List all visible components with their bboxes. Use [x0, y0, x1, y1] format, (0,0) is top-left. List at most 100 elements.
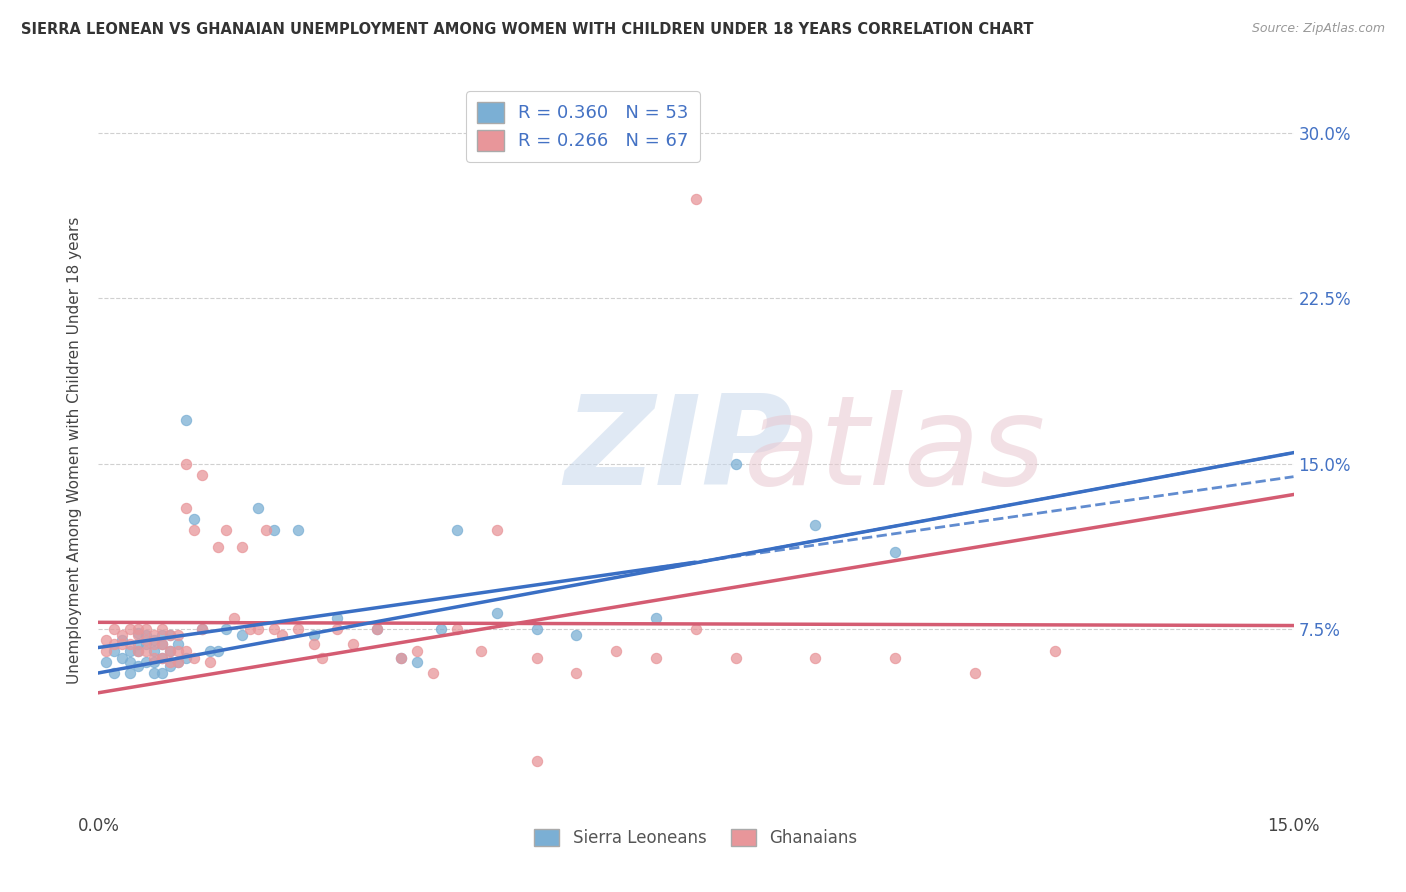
- Point: [302, 628, 325, 642]
- Point: [406, 644, 429, 658]
- Point: [645, 650, 668, 665]
- Point: [406, 655, 429, 669]
- Point: [159, 644, 181, 658]
- Point: [150, 637, 173, 651]
- Point: [191, 622, 214, 636]
- Point: [135, 644, 157, 658]
- Point: [287, 622, 309, 636]
- Point: [167, 655, 190, 669]
- Point: [302, 637, 325, 651]
- Point: [239, 622, 262, 636]
- Point: [246, 500, 269, 515]
- Y-axis label: Unemployment Among Women with Children Under 18 years: Unemployment Among Women with Children U…: [67, 217, 83, 684]
- Point: [159, 655, 181, 669]
- Point: [167, 637, 190, 651]
- Point: [143, 650, 166, 665]
- Point: [135, 632, 157, 647]
- Point: [183, 650, 205, 665]
- Point: [143, 644, 166, 658]
- Point: [183, 523, 205, 537]
- Point: [96, 644, 118, 658]
- Point: [135, 655, 157, 669]
- Point: [135, 622, 157, 636]
- Point: [207, 644, 229, 658]
- Point: [207, 541, 229, 555]
- Point: [191, 622, 214, 636]
- Point: [366, 622, 388, 636]
- Point: [446, 523, 468, 537]
- Point: [470, 644, 492, 658]
- Text: Source: ZipAtlas.com: Source: ZipAtlas.com: [1251, 22, 1385, 36]
- Point: [1043, 644, 1066, 658]
- Point: [127, 622, 149, 636]
- Point: [174, 644, 197, 658]
- Point: [254, 523, 277, 537]
- Point: [263, 523, 285, 537]
- Point: [120, 665, 142, 680]
- Point: [191, 467, 214, 482]
- Point: [422, 665, 444, 680]
- Point: [103, 665, 125, 680]
- Point: [96, 655, 118, 669]
- Point: [565, 628, 588, 642]
- Point: [326, 611, 349, 625]
- Point: [143, 637, 166, 651]
- Point: [430, 622, 453, 636]
- Point: [326, 622, 349, 636]
- Point: [96, 632, 118, 647]
- Point: [167, 655, 190, 669]
- Point: [111, 628, 134, 642]
- Point: [167, 628, 190, 642]
- Point: [174, 457, 197, 471]
- Point: [127, 644, 149, 658]
- Point: [645, 611, 668, 625]
- Point: [127, 644, 149, 658]
- Point: [198, 644, 221, 658]
- Point: [198, 655, 221, 669]
- Point: [159, 659, 181, 673]
- Point: [120, 644, 142, 658]
- Point: [150, 650, 173, 665]
- Point: [605, 644, 627, 658]
- Point: [143, 655, 166, 669]
- Point: [287, 523, 309, 537]
- Point: [150, 637, 173, 651]
- Point: [215, 622, 238, 636]
- Point: [215, 523, 238, 537]
- Point: [150, 665, 173, 680]
- Point: [565, 665, 588, 680]
- Point: [884, 545, 907, 559]
- Point: [111, 632, 134, 647]
- Point: [120, 637, 142, 651]
- Point: [174, 412, 197, 426]
- Text: ZIP: ZIP: [565, 390, 793, 511]
- Point: [120, 622, 142, 636]
- Point: [446, 622, 468, 636]
- Point: [884, 650, 907, 665]
- Point: [389, 650, 412, 665]
- Text: SIERRA LEONEAN VS GHANAIAN UNEMPLOYMENT AMONG WOMEN WITH CHILDREN UNDER 18 YEARS: SIERRA LEONEAN VS GHANAIAN UNEMPLOYMENT …: [21, 22, 1033, 37]
- Point: [246, 622, 269, 636]
- Point: [135, 637, 157, 651]
- Point: [270, 628, 292, 642]
- Point: [103, 637, 125, 651]
- Point: [526, 622, 548, 636]
- Point: [724, 650, 747, 665]
- Point: [174, 650, 197, 665]
- Point: [389, 650, 412, 665]
- Point: [311, 650, 333, 665]
- Legend: Sierra Leoneans, Ghanaians: Sierra Leoneans, Ghanaians: [527, 822, 865, 854]
- Point: [111, 637, 134, 651]
- Point: [724, 457, 747, 471]
- Point: [231, 541, 253, 555]
- Point: [111, 650, 134, 665]
- Point: [127, 637, 149, 651]
- Point: [366, 622, 388, 636]
- Point: [526, 650, 548, 665]
- Point: [135, 628, 157, 642]
- Point: [127, 626, 149, 640]
- Point: [103, 644, 125, 658]
- Point: [183, 512, 205, 526]
- Point: [685, 192, 707, 206]
- Point: [804, 518, 827, 533]
